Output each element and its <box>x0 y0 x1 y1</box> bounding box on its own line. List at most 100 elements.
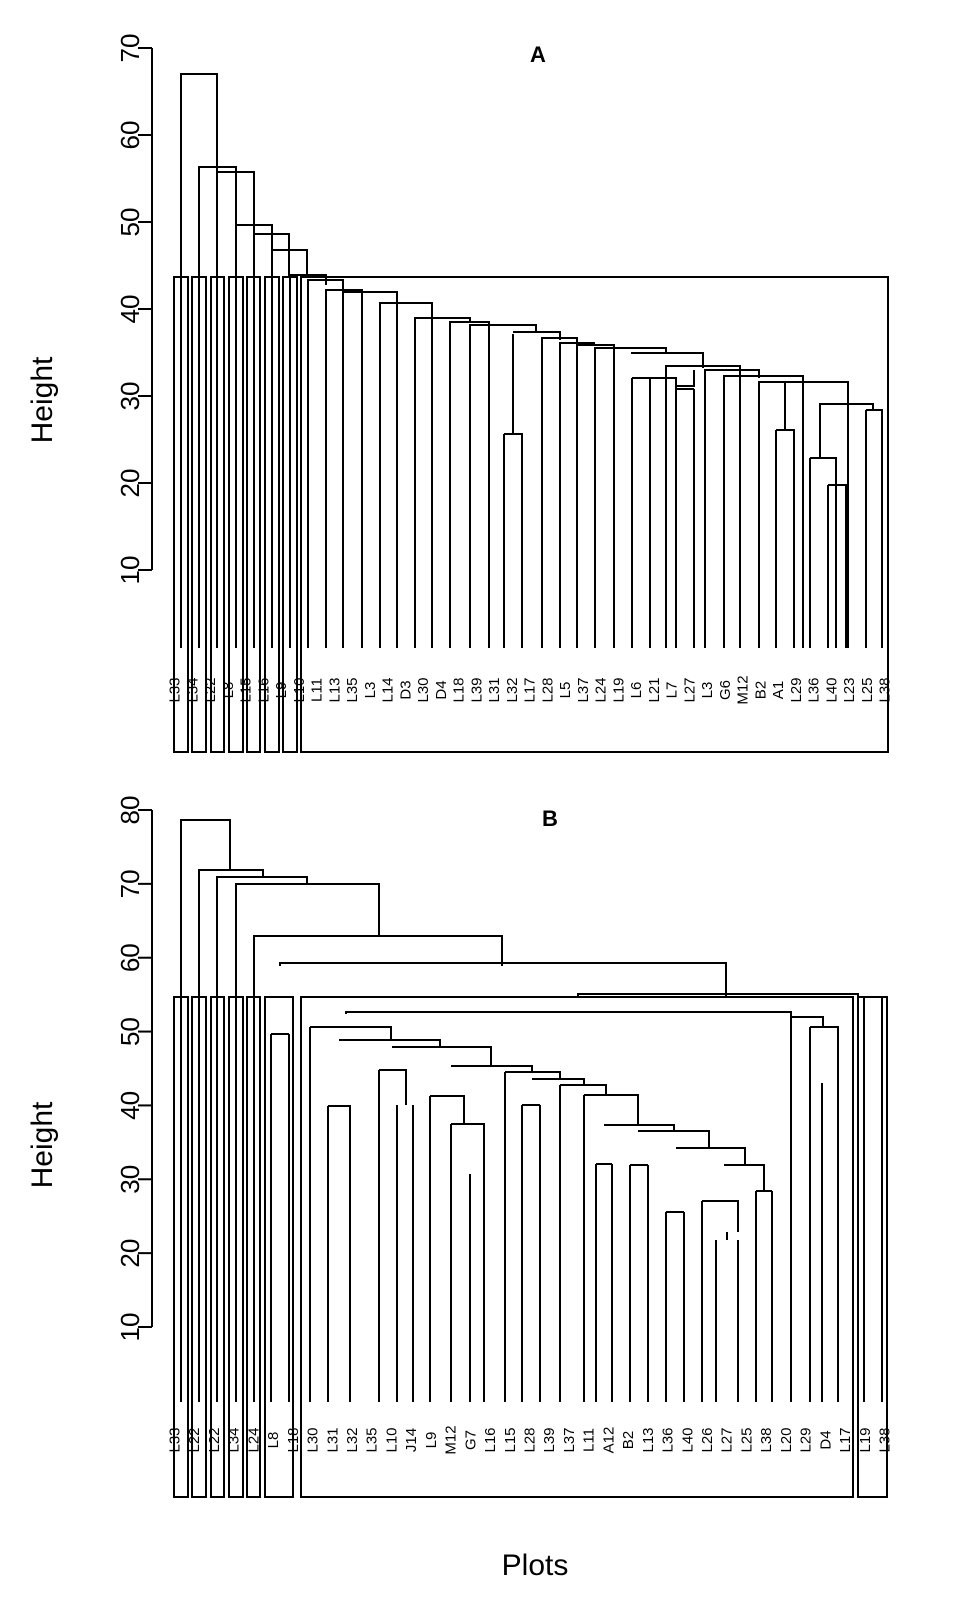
merge-link <box>392 1046 492 1066</box>
merge-link <box>638 1130 710 1148</box>
y-tick-label: 30 <box>115 1165 145 1194</box>
leaf-label: L29 <box>798 1427 815 1452</box>
leaf-label: A1 <box>770 681 787 699</box>
merge-link <box>758 381 849 406</box>
leaf-label: L14 <box>380 677 397 702</box>
y-tick-label: 50 <box>115 208 145 237</box>
cluster-box <box>191 996 207 1498</box>
panel-b-y-axis-title: Height <box>26 1101 59 1188</box>
cluster-box <box>264 276 280 753</box>
cluster-box <box>300 276 889 753</box>
panel-b-leaf-labels: L33 L22 L22 L34 L24 L8 L18 L30 L31 L32 L35 L10 J14 L9… <box>167 1425 894 1454</box>
merge-link <box>631 352 704 368</box>
leaf-label: L9 <box>273 682 290 699</box>
leaf-stem <box>180 277 867 648</box>
leaf-label: L3 <box>699 682 716 699</box>
panel-a-y-axis-title: Height <box>26 356 59 443</box>
merge-link <box>504 433 523 648</box>
cluster-box <box>173 276 189 753</box>
leaf-label: L34 <box>226 1427 243 1452</box>
leaf-label: L28 <box>539 677 556 702</box>
leaf-label: L25 <box>859 677 876 702</box>
leaf-label: L38 <box>877 677 894 702</box>
leaf-label: D4 <box>817 1430 834 1449</box>
cluster-box <box>246 996 261 1498</box>
merge-link <box>451 1065 533 1072</box>
leaf-label: A12 <box>600 1427 617 1454</box>
merge-link <box>235 883 380 997</box>
panel-a-title: A <box>530 42 546 67</box>
leaf-label: L20 <box>778 1427 795 1452</box>
merge-link <box>541 337 578 344</box>
merge-link <box>532 1078 585 1085</box>
merge-link <box>632 370 695 387</box>
leaf-label: B2 <box>752 681 769 699</box>
leaf-label: L17 <box>522 677 539 702</box>
merge-link <box>451 1123 485 1174</box>
cluster-box <box>210 276 225 753</box>
y-tick-label: 70 <box>115 869 145 898</box>
leaf-label: L11 <box>309 678 326 702</box>
y-tick-label: 40 <box>115 1091 145 1120</box>
leaf-label: L27 <box>719 1427 736 1452</box>
y-tick-label: 20 <box>115 1239 145 1268</box>
dendrogram-panel-b: B Height Plots 10 20 30 40 50 60 70 80 <box>26 796 894 1582</box>
leaf-label: L39 <box>541 1427 558 1452</box>
leaf-label: M12 <box>735 675 752 704</box>
panel-a-leaf-labels: L33 L34 L22 L8 L15 L16 L9 L10 L11 L13 L35 L3 L14 D3 L3… <box>167 675 894 704</box>
leaf-label: G6 <box>717 680 734 700</box>
panel-b-y-tick-labels: 10 20 30 40 50 60 70 80 <box>115 796 145 1342</box>
merge-link <box>791 1016 824 1027</box>
cluster-box <box>191 276 207 753</box>
merge-link <box>819 403 874 410</box>
dendrogram-panel-a: A Height 10 20 30 40 50 60 70 <box>26 34 894 753</box>
merge-link <box>676 1147 746 1165</box>
leaf-label: L38 <box>758 1427 775 1452</box>
merge-link <box>253 233 290 277</box>
merge-link <box>379 302 433 320</box>
merge-link <box>828 484 847 648</box>
cluster-box <box>246 276 261 753</box>
leaf-label: L18 <box>285 1427 302 1452</box>
leaf-label: L16 <box>255 677 272 702</box>
y-tick-label: 50 <box>115 1017 145 1046</box>
y-tick-label: 20 <box>115 469 145 498</box>
leaf-label: L13 <box>640 1427 657 1452</box>
merge-link <box>810 1026 839 1083</box>
y-tick-label: 40 <box>115 295 145 324</box>
leaf-label: L19 <box>610 677 627 702</box>
cluster-box <box>857 996 888 1498</box>
cluster-box <box>173 996 189 1498</box>
merge-link <box>776 429 795 648</box>
merge-link <box>180 819 231 997</box>
panel-a-tree <box>173 73 889 753</box>
leaf-label: L17 <box>837 1427 854 1452</box>
merge-link <box>560 1084 607 1095</box>
leaf-label: L18 <box>451 677 468 702</box>
merge-link <box>469 324 537 333</box>
merge-link <box>724 1164 765 1191</box>
cluster-box <box>228 996 244 1498</box>
leaf-label: L3 <box>362 682 379 699</box>
merge-link <box>342 291 398 304</box>
merge-link <box>328 1105 351 1240</box>
leaf-label: L25 <box>738 1427 755 1452</box>
panel-a-y-tick-labels: 10 20 30 40 50 60 70 <box>115 34 145 585</box>
leaf-label: D4 <box>433 680 450 699</box>
leaf-label: L33 <box>167 1427 184 1452</box>
leaf-label: L10 <box>291 677 308 702</box>
leaf-label: L6 <box>628 682 645 699</box>
leaf-label: L27 <box>681 677 698 702</box>
leaf-label: L24 <box>245 1427 262 1452</box>
leaf-label: L29 <box>788 677 805 702</box>
merge-link <box>279 962 727 997</box>
leaf-label: L40 <box>823 677 840 702</box>
leaf-label: L5 <box>557 682 574 699</box>
leaf-label: B2 <box>620 1431 637 1449</box>
leaf-label: D3 <box>397 680 414 699</box>
leaf-label: L23 <box>841 677 858 702</box>
panel-b-title: B <box>542 806 558 831</box>
merge-link <box>505 1071 561 1079</box>
merge-link <box>339 1039 441 1047</box>
y-tick-label: 10 <box>115 556 145 585</box>
